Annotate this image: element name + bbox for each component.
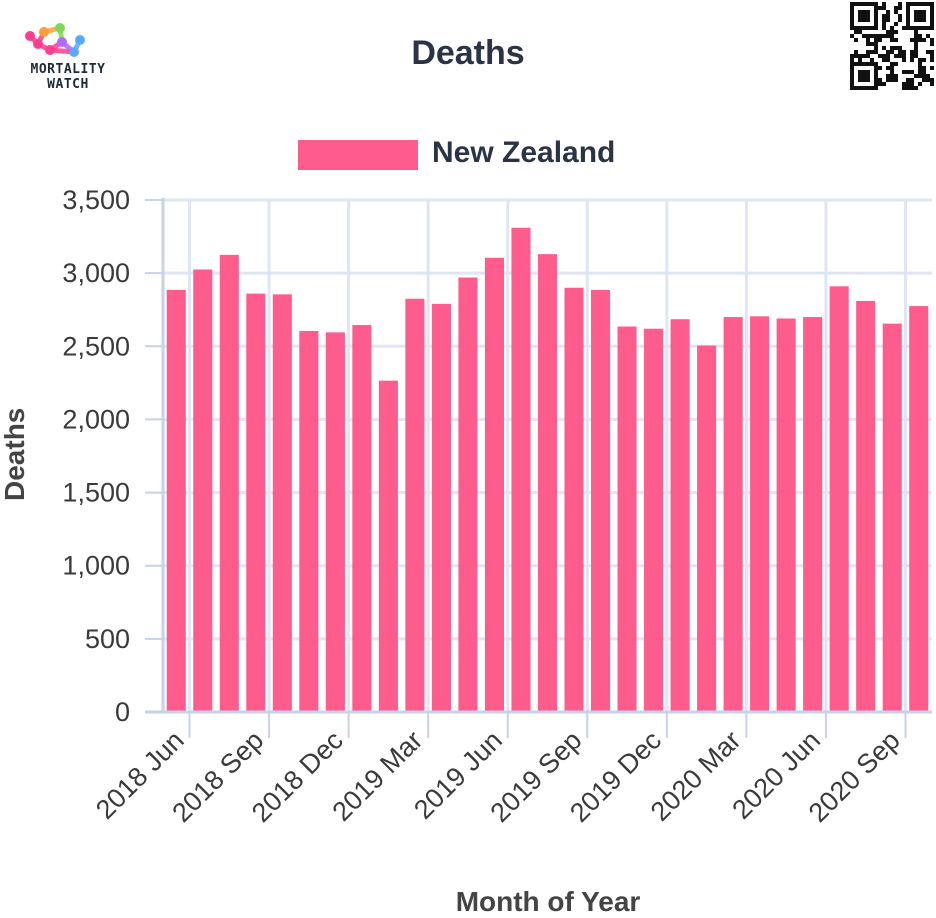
bar[interactable]: 2019 Mar: 2825 xyxy=(405,298,425,712)
y-tick-label: 2,000 xyxy=(62,404,130,434)
bar[interactable]: 2019 Jul: 3310 xyxy=(511,227,531,712)
bar[interactable]: 2020 Mar: 2700 xyxy=(723,317,743,712)
bar[interactable]: 2020 Feb: 2505 xyxy=(697,345,717,712)
bar[interactable]: 2020 Apr: 2705 xyxy=(750,316,770,712)
bar[interactable]: 2018 Sep: 2860 xyxy=(246,293,266,712)
bar[interactable]: 2020 Jul: 2910 xyxy=(829,286,849,712)
bar[interactable]: 2018 Oct: 2855 xyxy=(272,294,292,712)
bar[interactable]: 2019 Jan: 2645 xyxy=(352,325,372,712)
chart-title: Deaths xyxy=(411,34,525,72)
mortality-watch-logo[interactable]: MORTALITY WATCH xyxy=(0,18,140,98)
bar[interactable]: 2019 Dec: 2620 xyxy=(644,328,664,712)
bar[interactable]: 2020 Sep: 2655 xyxy=(882,323,902,712)
bar[interactable]: 2019 Jun: 3105 xyxy=(484,257,505,712)
logo-mark-icon xyxy=(25,23,85,57)
bar[interactable]: 2018 Nov: 2605 xyxy=(299,330,319,712)
bar[interactable]: 2019 Sep: 2900 xyxy=(564,287,584,712)
legend-label: New Zealand xyxy=(432,136,616,169)
bar[interactable]: 2018 Jul: 3025 xyxy=(193,269,213,712)
y-tick-label: 3,000 xyxy=(62,258,130,288)
bar[interactable]: 2020 Oct: 2775 xyxy=(909,306,929,712)
bar[interactable]: 2020 May: 2690 xyxy=(776,318,796,712)
qr-code-icon[interactable] xyxy=(848,0,936,92)
bar[interactable]: 2018 Dec: 2595 xyxy=(325,332,345,712)
legend-swatch xyxy=(298,140,418,170)
logo-text-line1: MORTALITY xyxy=(30,62,106,77)
y-tick-label: 1,000 xyxy=(62,551,130,581)
bar[interactable]: 2019 Nov: 2635 xyxy=(617,326,637,712)
bar[interactable]: 2019 Apr: 2790 xyxy=(431,303,451,712)
y-tick-label: 2,500 xyxy=(62,331,130,361)
bar[interactable]: 2019 Aug: 3130 xyxy=(537,254,558,712)
bar[interactable]: 2020 Aug: 2810 xyxy=(856,300,876,712)
bar[interactable]: 2019 Feb: 2265 xyxy=(378,380,398,712)
x-axis-title: Month of Year xyxy=(455,886,641,917)
bar[interactable]: 2020 Jun: 2700 xyxy=(803,317,823,712)
y-tick-label: 0 xyxy=(115,697,130,727)
bar[interactable]: 2020 Jan: 2685 xyxy=(670,319,690,712)
logo-text-line2: WATCH xyxy=(47,77,89,92)
bar[interactable]: 2018 Aug: 3125 xyxy=(219,254,239,712)
y-tick-label: 500 xyxy=(85,624,130,654)
bar[interactable]: 2019 May: 2970 xyxy=(458,277,478,712)
bar[interactable]: 2019 Oct: 2885 xyxy=(590,289,611,712)
y-tick-label: 3,500 xyxy=(62,185,130,215)
y-tick-label: 1,500 xyxy=(62,478,130,508)
bar[interactable]: 2018 Jun: 2885 xyxy=(166,289,186,712)
